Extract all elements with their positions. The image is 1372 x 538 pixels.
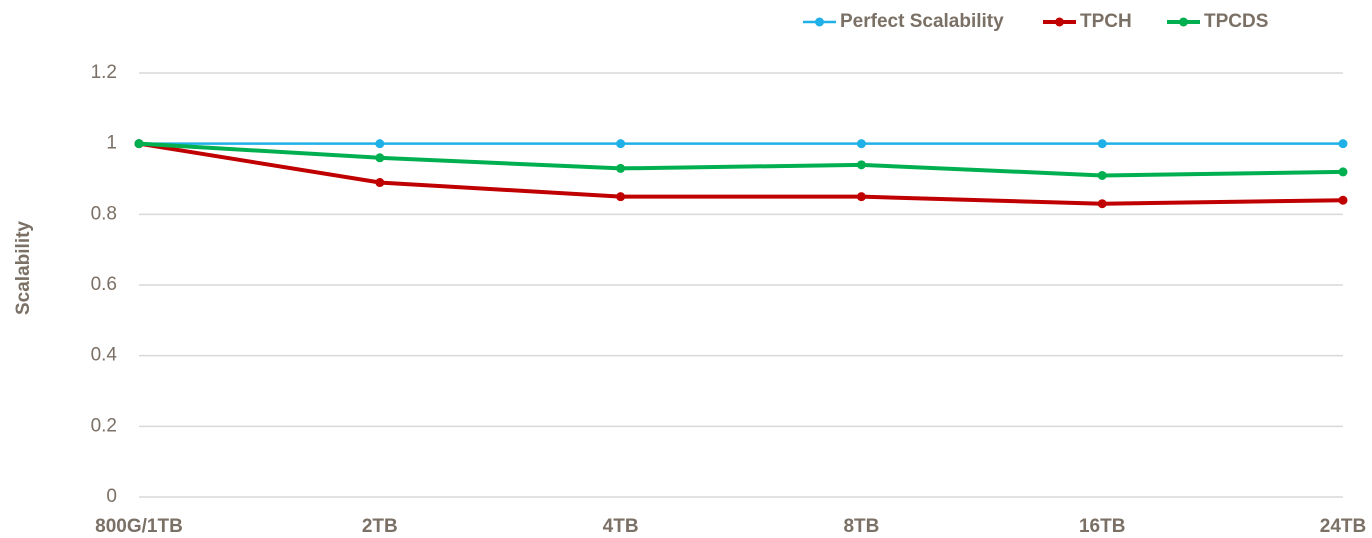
y-tick-label: 1 (106, 133, 117, 154)
legend-label: TPCDS (1204, 11, 1268, 32)
legend-marker (1055, 17, 1064, 27)
legend-marker (815, 17, 824, 27)
x-tick-label: 24TB (1320, 516, 1366, 537)
data-point (1097, 170, 1107, 180)
y-tick-label: 1.2 (91, 62, 117, 83)
x-tick-label: 2TB (362, 516, 398, 537)
data-point (375, 139, 385, 149)
y-tick-label: 0 (106, 486, 117, 507)
data-point (616, 163, 626, 173)
x-tick-label: 8TB (843, 516, 879, 537)
x-tick-label: 800G/1TB (95, 516, 183, 537)
data-point (1338, 167, 1348, 177)
data-point (1338, 195, 1348, 205)
x-tick-label: 4TB (603, 516, 639, 537)
y-tick-label: 0.2 (91, 415, 117, 436)
data-point (856, 160, 866, 170)
data-point (375, 178, 385, 188)
data-point (134, 139, 144, 149)
data-point (856, 192, 866, 202)
data-point (616, 192, 626, 202)
legend-marker (1179, 17, 1188, 27)
series-line (138, 141, 1344, 178)
y-tick-label: 0.8 (91, 203, 117, 224)
series-line (138, 141, 1344, 206)
x-tick-label: 16TB (1079, 516, 1125, 537)
y-tick-label: 0.4 (91, 345, 118, 366)
data-point (1097, 139, 1107, 149)
data-point (616, 139, 626, 149)
legend-label: Perfect Scalability (840, 11, 1004, 32)
data-point (1338, 139, 1348, 149)
y-tick-label: 0.6 (91, 274, 117, 295)
legend-label: TPCH (1080, 11, 1132, 32)
data-point (375, 153, 385, 163)
data-point (1097, 199, 1107, 209)
y-axis-title: Scalability (13, 221, 34, 315)
data-point (856, 139, 866, 149)
